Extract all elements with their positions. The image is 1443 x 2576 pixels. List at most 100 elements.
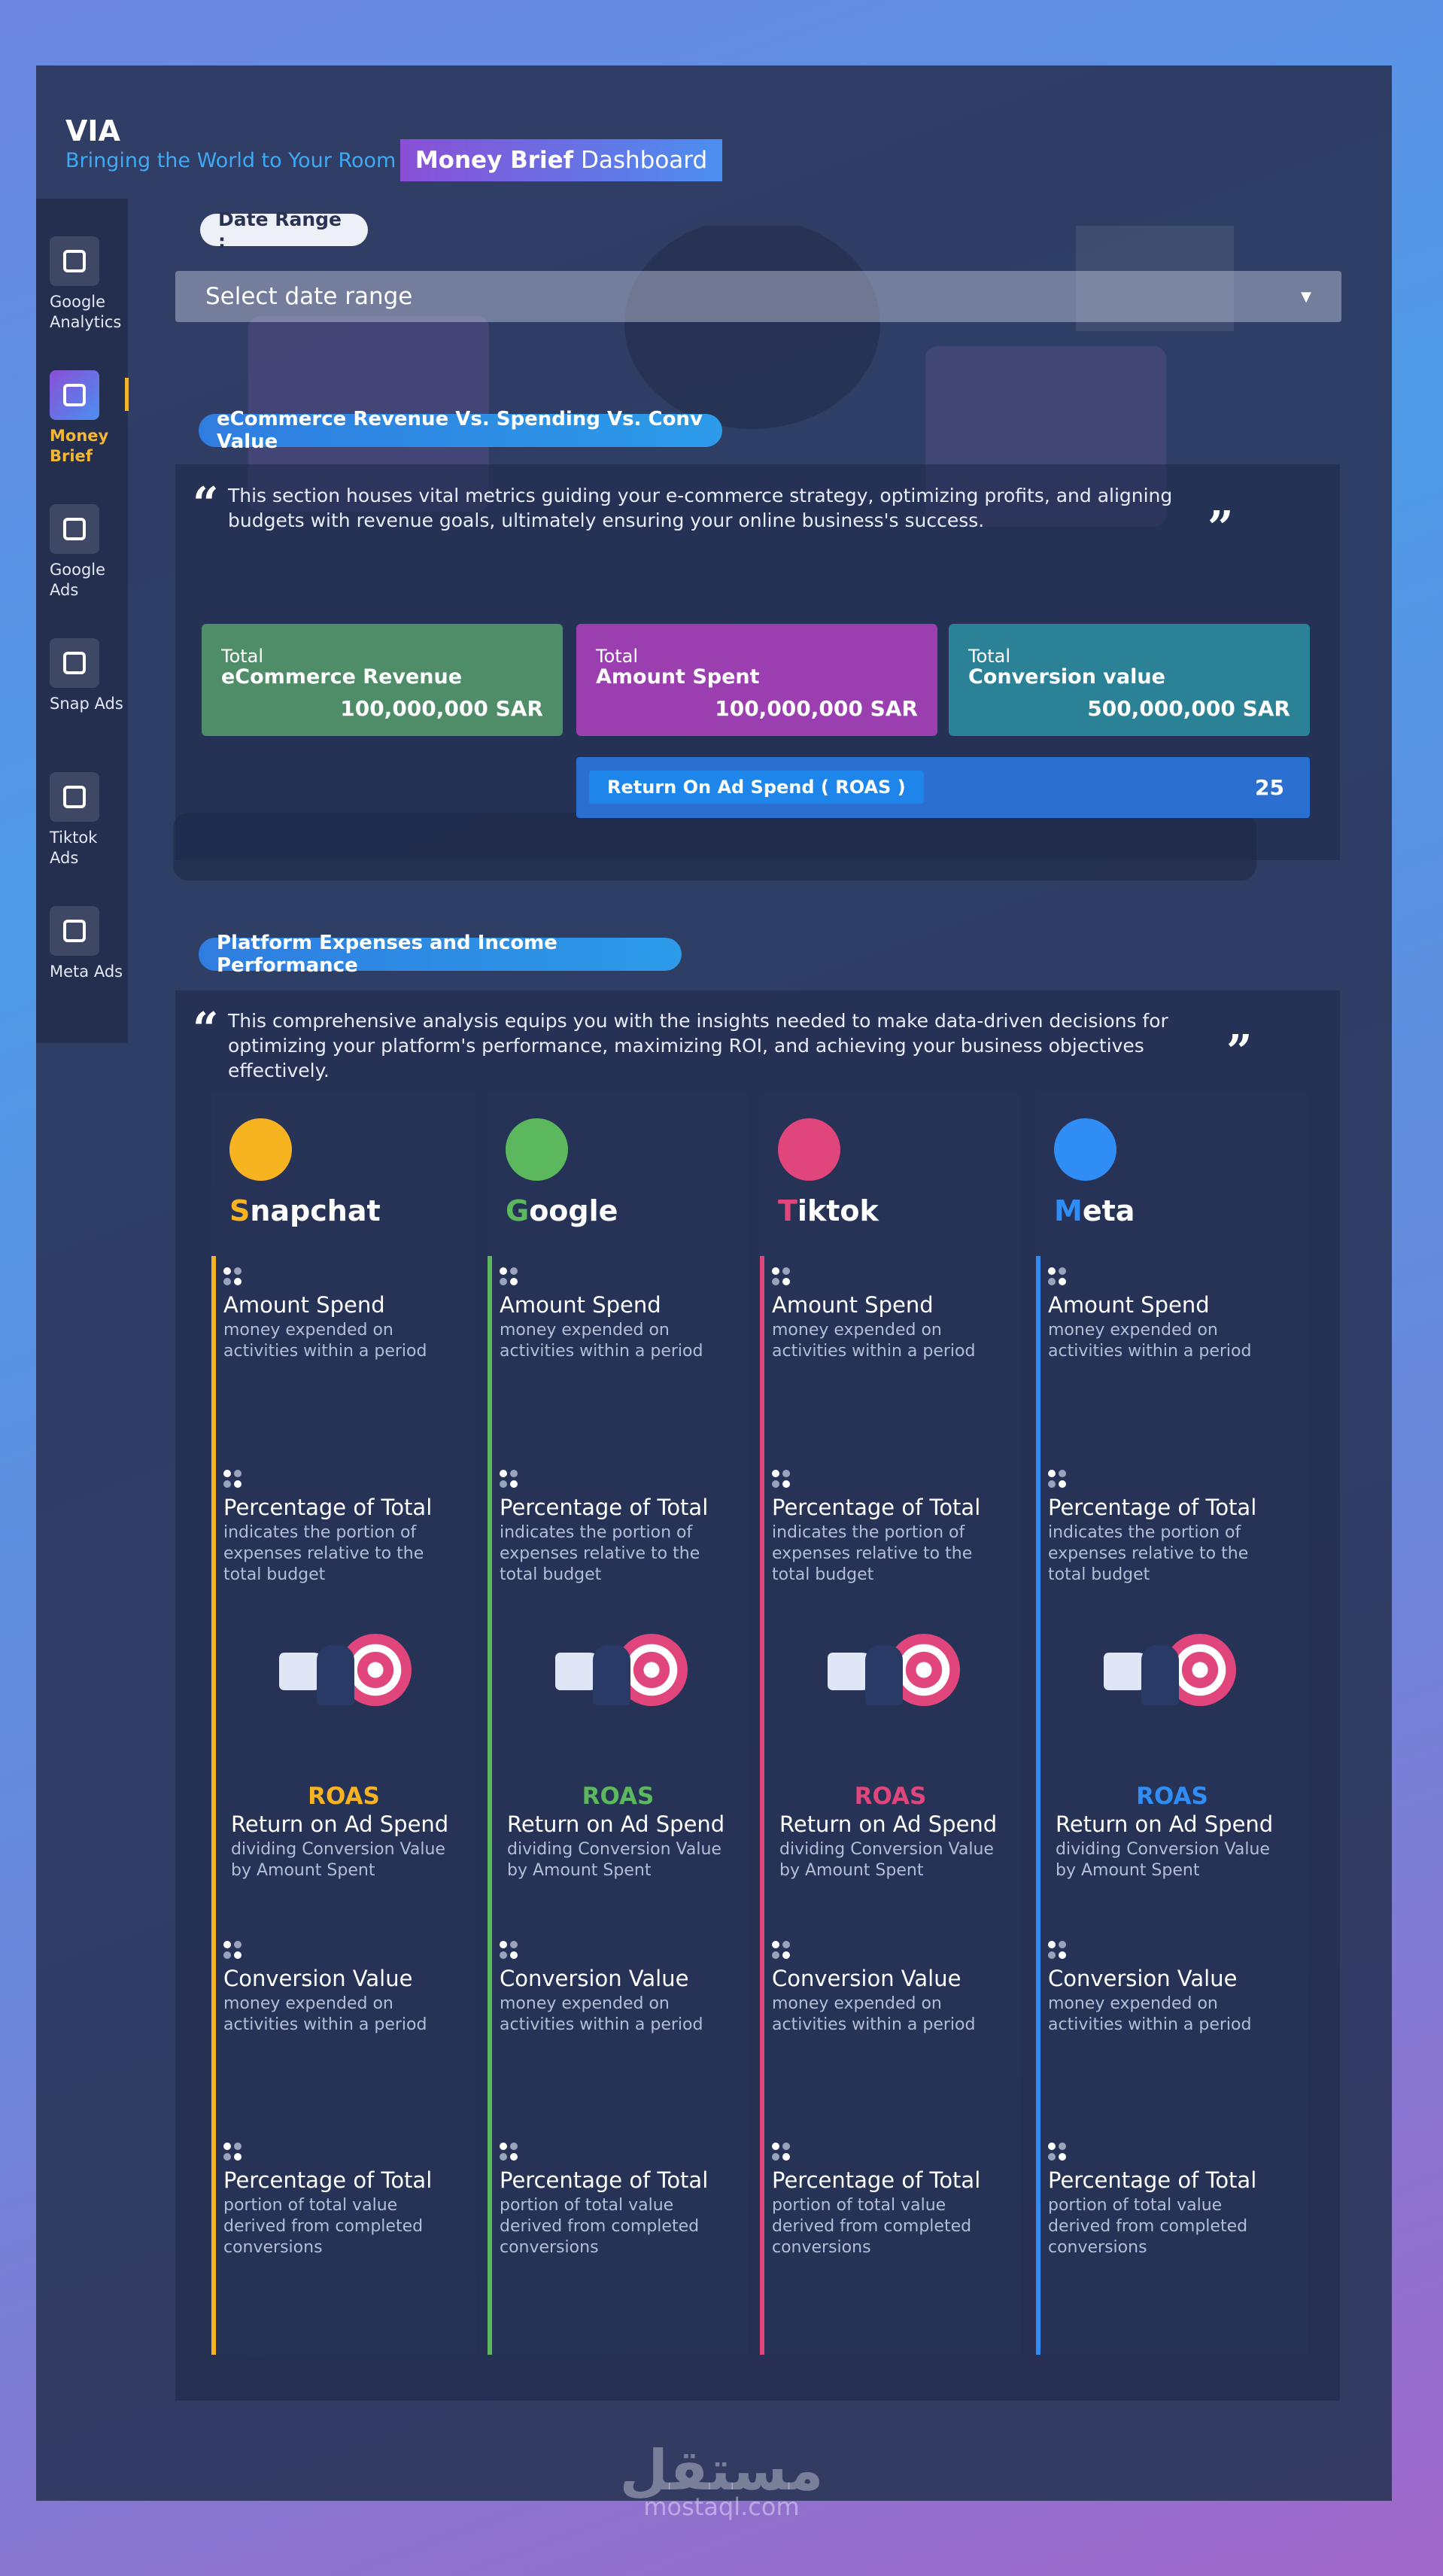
card-prefix: Total <box>968 646 1011 667</box>
dot <box>234 1278 242 1285</box>
dot <box>1048 1470 1056 1477</box>
roas-label: Return On Ad Spend ( ROAS ) <box>589 771 924 804</box>
dot <box>1048 2153 1056 2161</box>
sidebar-icon <box>50 370 99 420</box>
accent-line <box>488 1256 492 2355</box>
dots-icon <box>772 1470 793 1491</box>
dot <box>500 1278 507 1285</box>
dot <box>1059 1267 1066 1275</box>
person <box>1141 1645 1179 1705</box>
dot <box>223 1278 231 1285</box>
platform-name: Snapchat <box>229 1194 381 1227</box>
select-placeholder: Select date range <box>205 283 413 310</box>
dots-icon <box>223 1470 245 1491</box>
metric-title: Conversion Value <box>500 1966 689 1991</box>
dot <box>500 1480 507 1488</box>
dashboard-badge: Money Brief Dashboard <box>400 139 722 181</box>
metric-desc: money expended on activities within a pe… <box>500 1321 703 1361</box>
sidebar-item[interactable]: Google Analytics <box>36 236 128 333</box>
metric-title: Conversion Value <box>772 1966 961 1991</box>
dot <box>772 1278 779 1285</box>
accent-line <box>211 1256 216 2355</box>
section1-quote: This section houses vital metrics guidin… <box>228 485 1173 531</box>
person <box>317 1645 354 1705</box>
card-label: Amount Spent <box>596 665 760 689</box>
platform-column: Snapchat Amount Spend money expended on ac… <box>211 1092 476 2355</box>
platform-icon <box>778 1118 840 1181</box>
metric-title: Percentage of Total <box>772 2167 981 2193</box>
dot <box>1048 1951 1056 1959</box>
metric-desc: indicates the portion of expenses relati… <box>1048 1523 1249 1584</box>
roas-abbr: ROAS <box>582 1783 655 1810</box>
active-indicator <box>125 378 129 411</box>
sidebar-label: Google Analytics <box>50 293 122 331</box>
sidebar-label: Snap Ads <box>50 695 123 713</box>
metric-desc: indicates the portion of expenses relati… <box>223 1523 424 1584</box>
roas-value: 25 <box>1255 775 1284 800</box>
roas-desc: dividing Conversion Value by Amount Spen… <box>1056 1840 1270 1880</box>
icon-glyph <box>63 384 86 406</box>
section2-quote: This comprehensive analysis equips you w… <box>228 1010 1168 1081</box>
sidebar-item[interactable]: Money Brief <box>36 370 128 467</box>
dot <box>1048 1278 1056 1285</box>
dots-icon <box>772 2143 793 2164</box>
quote-close: ” <box>1208 502 1234 555</box>
metric-title: Conversion Value <box>223 1966 413 1991</box>
quote-close: ” <box>1226 1026 1253 1078</box>
metric-title: Amount Spend <box>500 1292 661 1318</box>
dot <box>782 2153 790 2161</box>
metric-title: Amount Spend <box>223 1292 385 1318</box>
dot <box>782 1951 790 1959</box>
quote-open: “ <box>193 478 219 531</box>
dot <box>782 1941 790 1948</box>
dot <box>1059 1951 1066 1959</box>
accent-line <box>760 1256 764 2355</box>
date-select[interactable]: Select date range ▼ <box>175 271 1341 322</box>
dot <box>500 2153 507 2161</box>
dots-icon <box>500 1470 521 1491</box>
card-value: 500,000,000 SAR <box>1087 696 1290 721</box>
dot <box>510 1470 518 1477</box>
footer-logo: مستقل <box>619 2438 824 2503</box>
dot <box>223 1941 231 1948</box>
metric-desc: portion of total value derived from comp… <box>772 2196 972 2257</box>
dropdown-arrow: ▼ <box>1301 288 1311 305</box>
metric-desc: indicates the portion of expenses relati… <box>500 1523 700 1584</box>
sidebar-item[interactable]: Tiktok Ads <box>36 772 128 868</box>
sidebar-item[interactable]: Meta Ads <box>36 906 128 982</box>
dot <box>772 2143 779 2150</box>
sidebar-item[interactable]: Google Ads <box>36 504 128 601</box>
illustration <box>555 1630 688 1713</box>
sidebar-item[interactable]: Snap Ads <box>36 638 128 714</box>
dot <box>1059 1480 1066 1488</box>
platform-icon <box>229 1118 292 1181</box>
dot <box>782 2143 790 2150</box>
platform-icon <box>506 1118 568 1181</box>
dot <box>223 1951 231 1959</box>
platform-icon <box>1054 1118 1116 1181</box>
icon-glyph <box>63 786 86 808</box>
dot <box>500 2143 507 2150</box>
roas-desc: dividing Conversion Value by Amount Spen… <box>507 1840 722 1880</box>
card-prefix: Total <box>596 646 639 667</box>
dot <box>782 1470 790 1477</box>
section2-title: Platform Expenses and Income Performance <box>199 932 682 977</box>
metric-card: Total eCommerce Revenue 100,000,000 SAR <box>202 624 563 736</box>
dot <box>234 1480 242 1488</box>
dot <box>772 1470 779 1477</box>
dot <box>223 1480 231 1488</box>
metric-desc: money expended on activities within a pe… <box>772 1994 976 2034</box>
dot <box>1059 1941 1066 1948</box>
tagline: Bringing the World to Your Room <box>65 149 396 172</box>
dot <box>1048 1267 1056 1275</box>
dots-icon <box>1048 1470 1069 1491</box>
dot <box>772 1480 779 1488</box>
card-label: eCommerce Revenue <box>221 665 463 689</box>
person <box>865 1645 903 1705</box>
accent-line <box>1036 1256 1040 2355</box>
dots-icon <box>772 1267 793 1288</box>
person <box>593 1645 630 1705</box>
illustration <box>828 1630 960 1713</box>
dot <box>234 2143 242 2150</box>
dot <box>223 2153 231 2161</box>
